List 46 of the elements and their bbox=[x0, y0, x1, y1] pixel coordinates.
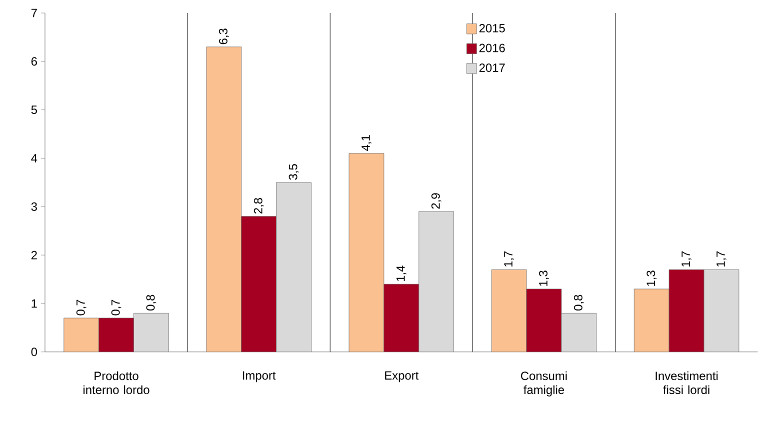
bar bbox=[134, 313, 169, 352]
data-label: 2,9 bbox=[431, 193, 442, 209]
bar bbox=[348, 153, 384, 352]
bar bbox=[418, 211, 454, 352]
bar bbox=[668, 269, 704, 352]
data-label: 1,4 bbox=[396, 266, 406, 282]
legend-label: 2016 bbox=[479, 44, 505, 52]
x-tick-label: Prodotto interno lordo bbox=[84, 371, 150, 394]
bar bbox=[241, 216, 276, 352]
y-tick-label: 1 bbox=[32, 299, 37, 308]
data-label: 6,3 bbox=[218, 28, 229, 44]
bar bbox=[276, 182, 312, 352]
bar bbox=[384, 284, 420, 352]
y-tick-label: 6 bbox=[31, 57, 37, 66]
y-tick-label: 2 bbox=[31, 250, 37, 260]
data-label: 1,7 bbox=[716, 251, 726, 267]
bar bbox=[491, 269, 527, 352]
x-tick-label: Export bbox=[385, 371, 419, 382]
legend-label: 2017 bbox=[479, 64, 505, 72]
y-tick-label: 0 bbox=[31, 348, 38, 356]
bar bbox=[206, 46, 242, 352]
bar bbox=[704, 269, 740, 352]
y-tick-label: 7 bbox=[31, 8, 37, 18]
data-label: 3,5 bbox=[288, 164, 299, 180]
data-label: 1,7 bbox=[682, 251, 692, 267]
y-tick-label: 3 bbox=[31, 202, 37, 211]
x-tick-label: Consumi famiglie bbox=[520, 371, 567, 396]
data-label: 0,8 bbox=[146, 294, 156, 311]
bar bbox=[561, 313, 597, 352]
data-label: 1,7 bbox=[504, 251, 514, 267]
legend-label: 2015 bbox=[479, 24, 505, 32]
y-tick-label: 5 bbox=[31, 106, 37, 114]
data-label: 1,3 bbox=[646, 270, 657, 286]
x-tick-label: Investimenti fissi lordi bbox=[656, 371, 718, 394]
bar bbox=[634, 288, 670, 352]
data-label: 0,7 bbox=[111, 300, 122, 316]
bar bbox=[64, 318, 100, 352]
bar bbox=[526, 288, 562, 352]
data-label: 0,8 bbox=[574, 294, 584, 311]
data-label: 1,3 bbox=[539, 270, 549, 286]
y-tick-label: 4 bbox=[31, 154, 38, 162]
data-label: 0,7 bbox=[76, 300, 86, 316]
bar bbox=[98, 318, 134, 352]
x-tick-label: Import bbox=[243, 371, 276, 382]
data-label: 2,8 bbox=[254, 198, 264, 214]
data-label: 4,1 bbox=[362, 135, 372, 151]
